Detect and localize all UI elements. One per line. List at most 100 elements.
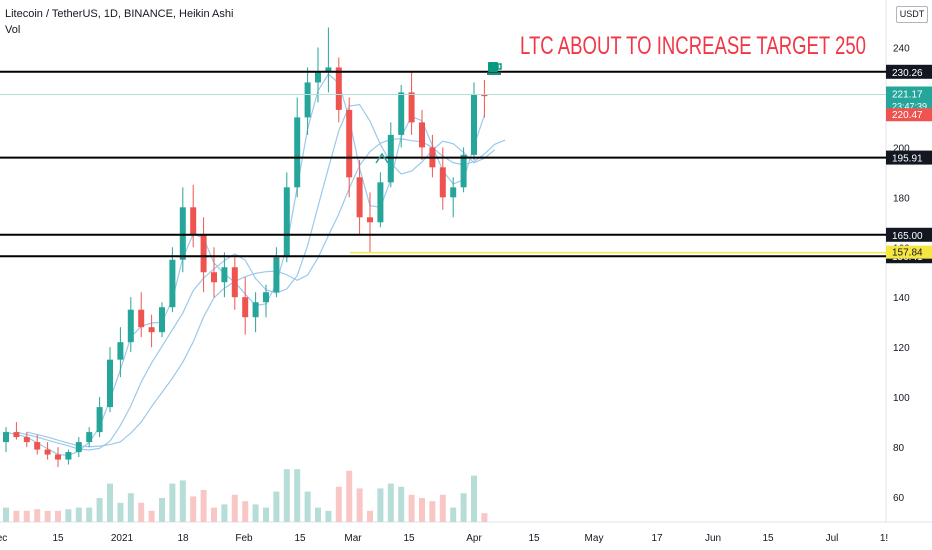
candle-body[interactable] bbox=[13, 432, 20, 438]
x-tick-label: 18 bbox=[177, 533, 189, 544]
candle-body[interactable] bbox=[377, 182, 384, 223]
candle-body[interactable] bbox=[408, 92, 415, 123]
chart-headline[interactable]: LTC ABOUT TO INCREASE TARGET 250 bbox=[520, 32, 866, 60]
candle-body[interactable] bbox=[55, 454, 61, 460]
candle-body[interactable] bbox=[283, 187, 290, 258]
candle-body[interactable] bbox=[387, 134, 394, 183]
candle-body[interactable] bbox=[294, 117, 301, 188]
x-tick-label: May bbox=[585, 533, 604, 544]
candle-body[interactable] bbox=[450, 187, 457, 198]
candle-body[interactable] bbox=[263, 292, 269, 303]
volume-bar bbox=[117, 502, 124, 522]
volume-bar bbox=[138, 502, 145, 522]
candle-body[interactable] bbox=[315, 72, 321, 83]
currency-badge[interactable]: USDT bbox=[896, 6, 928, 23]
candle-body[interactable] bbox=[481, 94, 488, 97]
coffee-cup-icon[interactable] bbox=[488, 62, 498, 72]
volume-bar bbox=[44, 510, 51, 522]
candle-body[interactable] bbox=[398, 92, 405, 135]
x-tick-label: Apr bbox=[466, 533, 482, 544]
volume-bar bbox=[356, 488, 363, 522]
candle-body[interactable] bbox=[3, 432, 9, 443]
candle-body[interactable] bbox=[273, 257, 280, 293]
volume-bar bbox=[231, 494, 238, 522]
candle-body[interactable] bbox=[471, 94, 477, 155]
y-tick-label: 100 bbox=[893, 393, 910, 404]
volume-bar bbox=[283, 469, 290, 522]
candle-body[interactable] bbox=[367, 217, 373, 223]
moving-average-line bbox=[5, 73, 485, 457]
volume-bar bbox=[148, 510, 155, 522]
level-price-tag bbox=[886, 150, 932, 165]
candle-body[interactable] bbox=[356, 177, 363, 218]
volume-bar bbox=[23, 510, 30, 522]
candle-body[interactable] bbox=[231, 267, 238, 298]
candle-body[interactable] bbox=[252, 302, 259, 318]
volume-bar bbox=[419, 498, 425, 522]
candle-body[interactable] bbox=[169, 259, 176, 308]
volume-bar bbox=[294, 469, 301, 522]
y-tick-label: 200 bbox=[893, 143, 910, 154]
volume-label[interactable]: Vol bbox=[5, 24, 21, 36]
candle-body[interactable] bbox=[75, 442, 82, 453]
candle-body[interactable] bbox=[107, 359, 113, 408]
candle-body[interactable] bbox=[86, 432, 93, 443]
symbol-title[interactable]: Litecoin / TetherUS, 1D, BINANCE, Heikin… bbox=[5, 8, 234, 20]
volume-bar bbox=[169, 483, 176, 522]
candle-body[interactable] bbox=[65, 452, 72, 460]
last-price-label: 221.17 bbox=[892, 89, 923, 100]
volume-bar bbox=[242, 501, 249, 522]
close-price-label: 220.47 bbox=[892, 110, 923, 121]
x-tick-label: Jul bbox=[826, 533, 839, 544]
candle-body[interactable] bbox=[179, 207, 186, 260]
candle-body[interactable] bbox=[325, 67, 332, 73]
candle-body[interactable] bbox=[44, 449, 51, 455]
x-tick-label: 1! bbox=[880, 533, 888, 544]
candle-body[interactable] bbox=[34, 442, 41, 450]
volume-bar bbox=[304, 491, 311, 522]
candle-body[interactable] bbox=[304, 82, 311, 118]
volume-bar bbox=[387, 483, 394, 522]
candle-body[interactable] bbox=[117, 342, 124, 360]
candle-body[interactable] bbox=[439, 167, 446, 198]
volume-bar bbox=[252, 504, 259, 522]
candle-body[interactable] bbox=[242, 297, 249, 318]
level-price-tag bbox=[886, 64, 932, 79]
candle-body[interactable] bbox=[346, 109, 353, 178]
candle-body[interactable] bbox=[419, 122, 425, 148]
x-tick-label: 17 bbox=[651, 533, 663, 544]
volume-bar bbox=[221, 504, 228, 522]
countdown-label: 23:47:39 bbox=[892, 101, 927, 111]
volume-bar bbox=[159, 498, 165, 522]
candle-body[interactable] bbox=[211, 272, 217, 283]
candle-body[interactable] bbox=[23, 437, 30, 443]
candle-body[interactable] bbox=[96, 407, 103, 433]
volume-bar bbox=[450, 507, 457, 522]
volume-bar bbox=[439, 494, 446, 522]
x-tick-label: 15 bbox=[52, 533, 64, 544]
volume-bar bbox=[190, 496, 197, 522]
candle-body[interactable] bbox=[200, 234, 207, 273]
candle-body[interactable] bbox=[159, 307, 165, 333]
level-price-label: 165.00 bbox=[892, 231, 923, 242]
candle-body[interactable] bbox=[138, 309, 145, 328]
candle-body[interactable] bbox=[335, 67, 342, 110]
candle-body[interactable] bbox=[148, 327, 155, 333]
volume-bar bbox=[325, 510, 332, 522]
y-tick-label: 120 bbox=[893, 343, 910, 354]
volume-bar bbox=[408, 494, 415, 522]
candle-body[interactable] bbox=[190, 207, 197, 235]
up-arrow-marker bbox=[375, 152, 389, 164]
moving-average-line bbox=[26, 138, 506, 448]
candle-body[interactable] bbox=[127, 309, 134, 343]
candle-body[interactable] bbox=[460, 154, 467, 188]
volume-bar bbox=[273, 491, 280, 522]
candle-body[interactable] bbox=[221, 267, 228, 283]
volume-bar bbox=[96, 498, 103, 522]
y-tick-label: 140 bbox=[893, 293, 910, 304]
volume-bar bbox=[86, 507, 93, 522]
coffee-cup-saucer bbox=[487, 73, 501, 75]
x-tick-label: 15 bbox=[762, 533, 774, 544]
